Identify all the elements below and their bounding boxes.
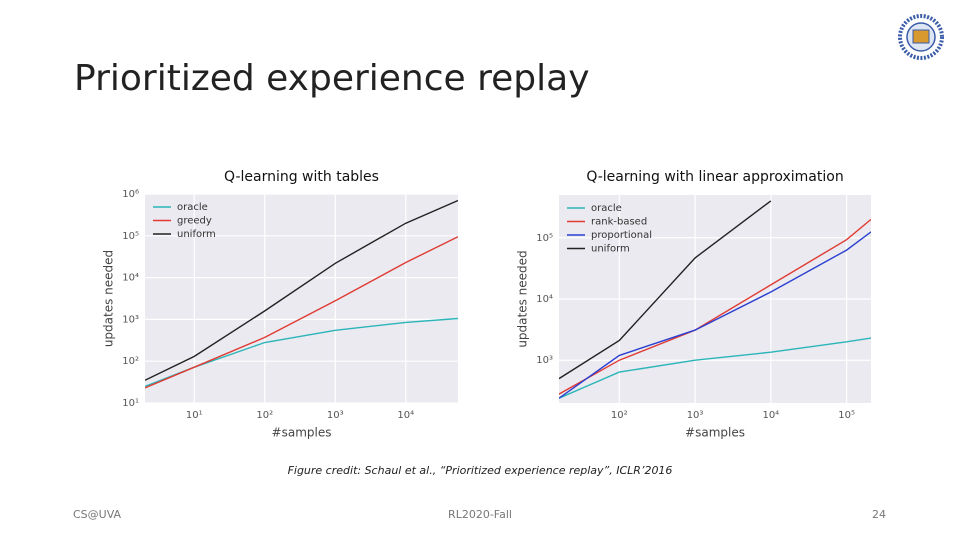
series-line	[559, 200, 772, 380]
x-tick-label: 10²	[256, 410, 273, 421]
y-axis-label: updates needed	[102, 250, 116, 347]
slide-title: Prioritized experience replay	[74, 58, 590, 99]
legend-label: uniform	[591, 244, 630, 255]
legend-label: greedy	[177, 216, 212, 227]
legend-label: oracle	[177, 202, 208, 213]
page-number: 24	[872, 508, 886, 521]
legend-label: oracle	[591, 203, 622, 214]
footer-left: CS@UVA	[73, 508, 122, 521]
legend-label: rank-based	[591, 217, 647, 228]
y-tick-label: 10⁵	[122, 231, 139, 242]
x-tick-label: 10³	[687, 410, 704, 421]
legend-label: uniform	[177, 229, 216, 240]
series-line	[559, 231, 871, 399]
y-tick-label: 10⁶	[122, 189, 139, 200]
y-tick-label: 10⁴	[536, 294, 553, 305]
y-tick-label: 10⁵	[536, 233, 553, 244]
x-tick-label: 10¹	[186, 410, 203, 421]
x-tick-label: 10²	[611, 410, 628, 421]
y-tick-label: 10³	[536, 355, 553, 366]
series-line	[145, 236, 458, 389]
chart-title: Q-learning with linear approximation	[586, 169, 843, 185]
footer-center: RL2020-Fall	[448, 508, 512, 521]
x-tick-label: 10⁴	[397, 410, 414, 421]
x-axis-label: #samples	[685, 426, 745, 440]
logo	[898, 14, 944, 60]
y-tick-label: 10⁴	[122, 273, 139, 284]
y-tick-label: 10²	[122, 356, 139, 367]
y-tick-label: 10¹	[122, 398, 139, 409]
series-line	[559, 218, 871, 395]
series-line	[145, 199, 458, 381]
series-line	[559, 337, 871, 399]
y-tick-label: 10³	[122, 314, 139, 325]
x-tick-label: 10³	[327, 410, 344, 421]
legend-label: proportional	[591, 230, 652, 241]
x-axis-label: #samples	[272, 426, 332, 440]
x-tick-label: 10⁵	[838, 410, 855, 421]
x-tick-label: 10⁴	[762, 410, 779, 421]
chart-title: Q-learning with tables	[224, 169, 379, 185]
y-axis-label: updates needed	[516, 250, 530, 347]
caption: Figure credit: Schaul et al., “Prioritiz…	[288, 464, 673, 477]
